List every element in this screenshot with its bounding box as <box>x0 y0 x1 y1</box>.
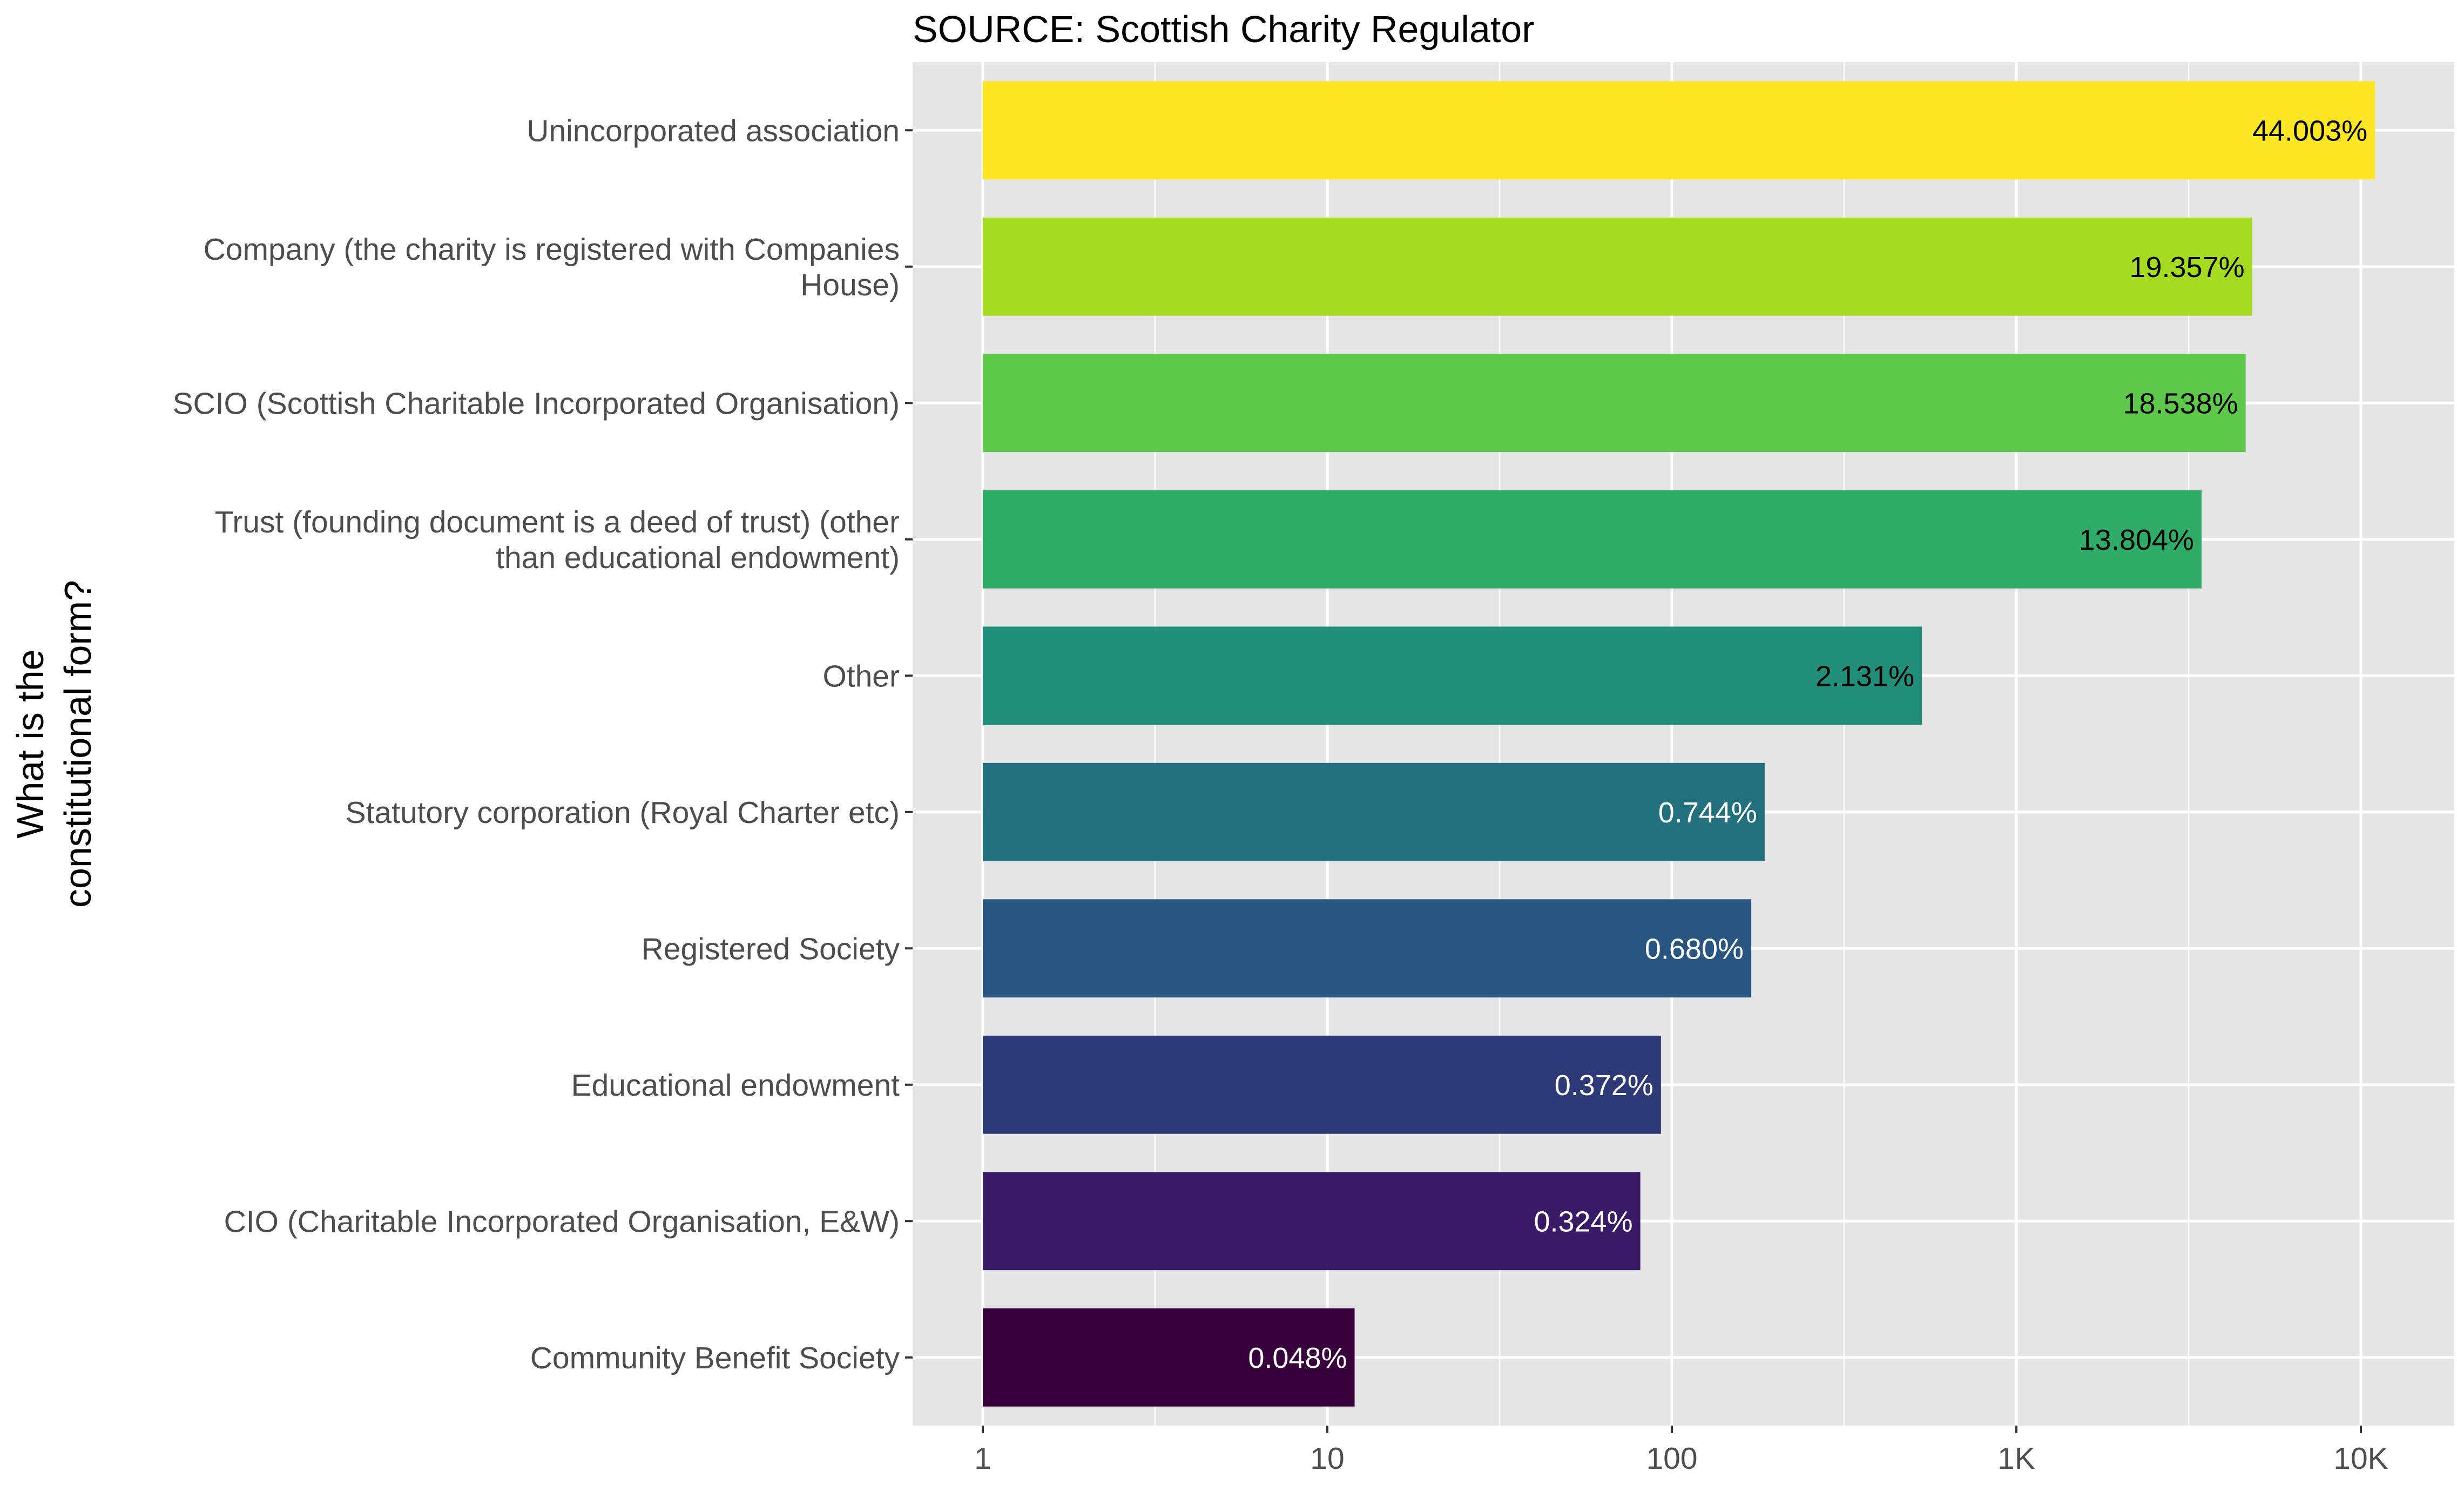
category-label: Registered Society <box>642 932 900 966</box>
category-label: Educational endowment <box>571 1068 900 1103</box>
category-label: SCIO (Scottish Charitable Incorporated O… <box>173 386 900 421</box>
category-label: Company (the charity is registered with … <box>204 232 900 302</box>
bar-value-label: 18.538% <box>2123 387 2238 420</box>
category-label: Unincorporated association <box>526 113 900 148</box>
bar-value-label: 0.372% <box>1555 1069 1653 1102</box>
bar <box>983 354 2246 453</box>
category-label: Statutory corporation (Royal Charter etc… <box>346 795 900 830</box>
bar <box>983 81 2375 180</box>
bars <box>983 81 2375 1407</box>
bar-value-label: 19.357% <box>2129 251 2244 284</box>
x-tick-label: 1 <box>974 1441 991 1476</box>
bar-value-label: 13.804% <box>2079 524 2194 556</box>
x-tick-label: 100 <box>1646 1441 1697 1476</box>
bar <box>983 899 1752 998</box>
category-label: Other <box>822 659 900 693</box>
data-labels: 44.003% 19.357% 18.538% 13.804% 2.131% 0.744%… <box>1248 114 2367 1374</box>
bar-value-label: 0.744% <box>1658 796 1757 829</box>
bar <box>983 1308 1355 1407</box>
x-tick-label: 1K <box>1997 1441 2035 1476</box>
category-label: Trust (founding document is a deed of tr… <box>215 505 900 575</box>
bar <box>983 217 2252 316</box>
bar <box>983 626 1922 725</box>
bar-value-label: 2.131% <box>1815 660 1914 692</box>
category-label: Community Benefit Society <box>530 1341 900 1375</box>
bar <box>983 1035 1661 1134</box>
bar-value-label: 44.003% <box>2252 114 2367 147</box>
bar <box>983 1172 1641 1271</box>
bar <box>983 490 2202 589</box>
category-labels: Unincorporated association Company (the c… <box>173 113 913 1375</box>
bar <box>983 762 1765 861</box>
bar-value-label: 0.048% <box>1248 1342 1347 1374</box>
bar-value-label: 0.324% <box>1534 1205 1632 1238</box>
category-label: CIO (Charitable Incorporated Organisatio… <box>224 1204 900 1239</box>
chart-title: SOURCE: Scottish Charity Regulator <box>913 8 1535 50</box>
x-axis-ticks: 1 10 100 1K 10K <box>974 1426 2388 1476</box>
y-axis-title: What is the constitutional form? <box>9 580 99 908</box>
x-tick-label: 10 <box>1310 1441 1344 1476</box>
bar-value-label: 0.680% <box>1645 933 1744 965</box>
x-tick-label: 10K <box>2333 1441 2388 1476</box>
